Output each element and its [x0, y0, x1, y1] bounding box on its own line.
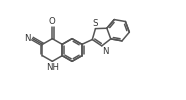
Text: O: O — [48, 17, 55, 26]
Text: S: S — [93, 19, 98, 28]
Text: NH: NH — [46, 63, 59, 72]
Text: N: N — [25, 34, 31, 43]
Text: N: N — [102, 47, 109, 56]
